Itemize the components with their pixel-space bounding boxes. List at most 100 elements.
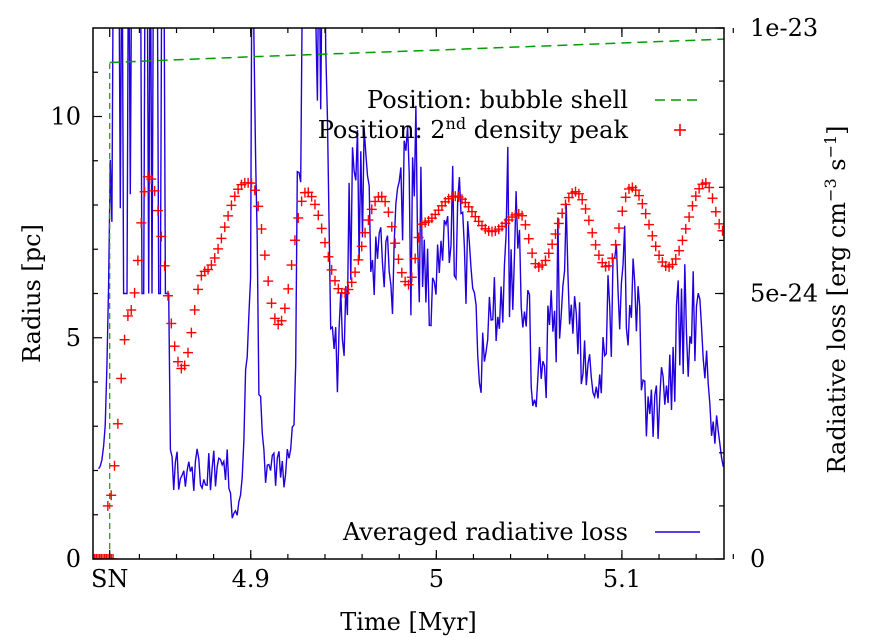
density-peak-point	[102, 500, 113, 511]
y2-tick-label: 1e-23	[750, 14, 818, 42]
density-peak-point	[674, 245, 685, 256]
density-peak-point	[116, 373, 127, 384]
x-tick-label: SN	[91, 565, 128, 593]
density-peak-point	[610, 239, 621, 250]
density-peak-point	[98, 554, 109, 559]
density-peak-point	[410, 253, 421, 264]
density-peak-point	[687, 200, 698, 211]
x-tick-label: 5	[429, 565, 444, 593]
y2-axis-title: Radiative loss [erg cm−3 s−1]	[821, 125, 852, 473]
density-peak-point	[403, 279, 414, 290]
density-peak-point	[186, 327, 197, 338]
density-peak-point	[547, 239, 558, 250]
density-peak-point	[527, 248, 538, 259]
density-peak-point	[573, 188, 584, 199]
density-peak-point	[259, 250, 270, 261]
density-peak-point	[106, 554, 117, 559]
density-peak-point	[162, 290, 173, 301]
density-peak-point	[109, 460, 120, 471]
density-peak-point	[166, 318, 177, 329]
density-peak-point	[136, 217, 147, 228]
density-peak-point	[613, 223, 624, 234]
density-peak-point	[323, 251, 334, 262]
density-peak-point	[219, 222, 230, 233]
density-peak-point	[293, 212, 304, 223]
density-peak-point	[266, 298, 277, 309]
density-peak-point	[223, 210, 234, 221]
density-peak-point	[640, 208, 651, 219]
y-tick-label: 5	[66, 324, 81, 352]
density-peak-point	[413, 232, 424, 243]
density-peak-point	[276, 315, 287, 326]
density-peak-point	[183, 347, 194, 358]
density-peak-point	[169, 341, 180, 352]
density-peak-point	[213, 243, 224, 254]
density-peak-point	[93, 554, 102, 559]
density-peak-point	[306, 191, 317, 202]
density-peak-point	[316, 223, 327, 234]
density-peak-point	[112, 418, 123, 429]
density-peak-point	[710, 206, 721, 217]
legend-swatch-density-peak	[674, 124, 686, 136]
density-peak-point	[193, 284, 204, 295]
labels-layer: SN 4.9 5 5.1 0 5 10 0 5e-24 1e-23 Time [Myr] Radius…	[18, 14, 851, 636]
y-tick-label: 10	[50, 103, 81, 131]
y2-tick-label: 5e-24	[750, 280, 818, 308]
density-peak-point	[704, 182, 715, 193]
density-peak-point	[366, 204, 377, 215]
density-peak-point	[189, 304, 200, 315]
density-peak-point	[326, 264, 337, 275]
density-peak-point	[343, 284, 354, 295]
density-peak-point	[553, 218, 564, 229]
density-peak-point	[634, 190, 645, 201]
density-peak-point	[122, 310, 133, 321]
density-peak-point	[99, 554, 110, 559]
density-peak-point	[670, 253, 681, 264]
density-peak-point	[650, 241, 661, 252]
density-peak-point	[690, 191, 701, 202]
density-peak-point	[132, 255, 143, 266]
density-peak-point	[647, 230, 658, 241]
density-peak-point	[386, 221, 397, 232]
series-density-peak-points	[93, 171, 724, 559]
density-peak-point	[617, 206, 628, 217]
density-peak-point	[714, 218, 724, 229]
density-peak-point	[119, 334, 130, 345]
density-peak-point	[156, 231, 167, 242]
x-tick-label: 5.1	[603, 565, 641, 593]
density-peak-point	[149, 185, 160, 196]
density-peak-point	[106, 490, 117, 501]
density-peak-point	[226, 200, 237, 211]
density-peak-point	[94, 554, 105, 559]
density-peak-point	[93, 554, 104, 559]
legend-label-bubble-shell: Position: bubble shell	[367, 86, 628, 114]
density-peak-point	[296, 196, 307, 207]
density-peak-point	[363, 215, 374, 226]
density-peak-point	[103, 554, 114, 559]
density-peak-point	[677, 235, 688, 246]
density-peak-point	[390, 238, 401, 249]
density-peak-point	[557, 208, 568, 219]
density-peak-point	[540, 255, 551, 266]
x-tick-label: 4.9	[232, 565, 270, 593]
y2-tick-label: 0	[750, 545, 765, 573]
density-peak-point	[350, 267, 361, 278]
density-peak-point	[249, 185, 260, 196]
density-peak-point	[346, 277, 357, 288]
density-peak-point	[717, 225, 724, 236]
ticks-layer	[93, 27, 734, 560]
density-peak-point	[630, 185, 641, 196]
x-axis-title: Time [Myr]	[340, 608, 477, 636]
density-peak-point	[289, 235, 300, 246]
density-peak-point	[517, 210, 528, 221]
density-peak-point	[263, 276, 274, 287]
density-peak-point	[356, 241, 367, 252]
density-peak-point	[680, 223, 691, 234]
density-peak-point	[159, 260, 170, 271]
density-peak-point	[593, 250, 604, 261]
density-peak-point	[129, 287, 140, 298]
density-peak-point	[256, 223, 267, 234]
density-peak-point	[406, 272, 417, 283]
